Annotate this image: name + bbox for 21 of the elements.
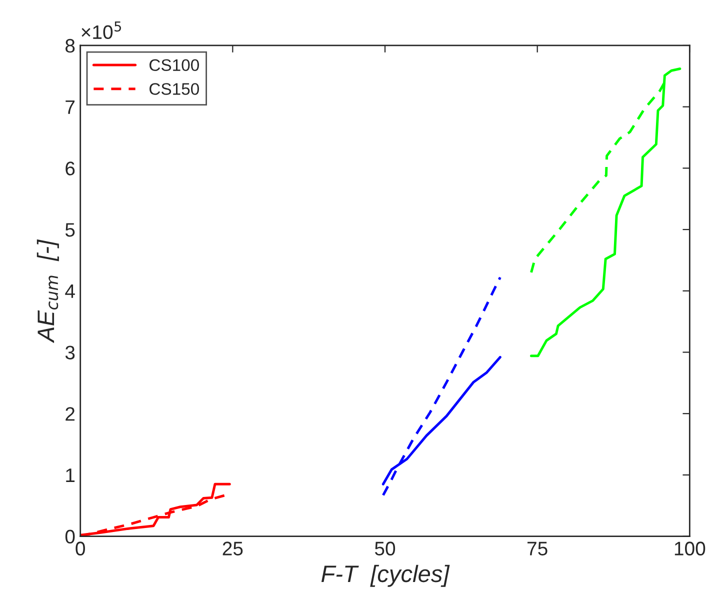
x-tick-label: 50 [374,542,396,556]
y-tick-label: 0 [65,530,75,544]
y-axis-title: AE$_{cum}$ [-] [36,239,59,344]
y-tick-label: 6 [66,162,75,176]
line-series [382,276,502,496]
x-tick-label: 0 [76,542,85,556]
y-tick-label: 8 [66,38,75,53]
legend-label: CS150 [150,83,199,95]
x-axis-title: F-T [cycles] [321,564,450,587]
text: ×10$^{5}$ [82,21,121,40]
y-tick-label: 7 [66,100,75,114]
y-tick-label: 5 [65,223,75,237]
legend-label: CS100 [150,59,199,72]
y-tick-label: 3 [65,346,75,360]
x-tick-label: 100 [674,542,706,556]
x-tick-label: 25 [222,542,243,556]
y-tick-label: 2 [66,407,75,421]
line-series [530,68,682,358]
x-tick-label: 75 [528,542,548,556]
y-tick-label: 4 [65,284,75,298]
y-tick-label: 1 [66,468,75,482]
